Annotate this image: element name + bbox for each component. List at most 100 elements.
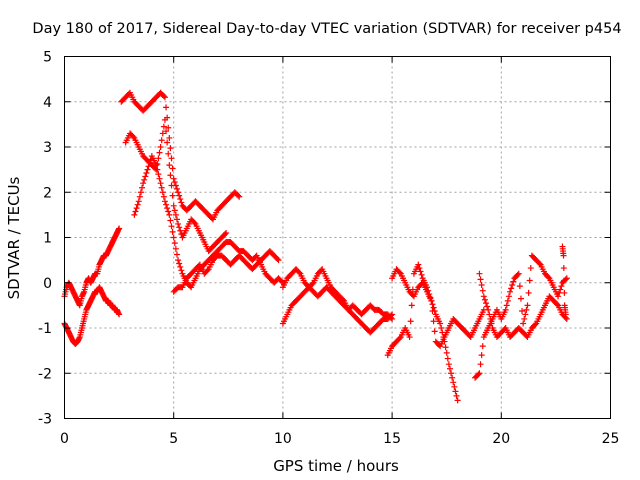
data-point — [177, 196, 184, 203]
data-point — [235, 192, 242, 199]
data-point — [154, 166, 161, 173]
data-point — [523, 306, 530, 313]
series-trace-6 — [170, 248, 282, 295]
data-point — [451, 383, 458, 390]
data-point — [160, 193, 167, 200]
data-point — [172, 211, 179, 218]
series-trace-10 — [389, 266, 487, 350]
x-tick-label: 0 — [60, 431, 69, 447]
data-point — [418, 271, 425, 278]
data-point — [478, 352, 485, 359]
data-point — [155, 155, 162, 162]
data-point — [453, 392, 460, 399]
data-point — [520, 320, 527, 327]
data-point — [389, 311, 396, 318]
data-point — [177, 227, 184, 234]
data-point — [161, 116, 168, 123]
data-point — [442, 344, 449, 351]
data-point — [166, 134, 173, 141]
data-point — [166, 162, 173, 169]
data-point — [204, 267, 211, 274]
y-tick-label: -3 — [38, 412, 52, 428]
data-point — [429, 301, 436, 308]
data-point — [484, 303, 491, 310]
data-point — [388, 312, 395, 319]
y-tick-labels: -3 -2 -1 0 1 2 3 4 5 — [38, 50, 52, 428]
data-point — [236, 193, 243, 200]
data-point — [562, 311, 569, 318]
data-point — [157, 180, 164, 187]
series-trace-2 — [61, 284, 123, 347]
data-point — [560, 265, 567, 272]
data-point — [169, 165, 176, 172]
data-point — [144, 166, 151, 173]
data-point — [140, 180, 147, 187]
data-point — [116, 311, 123, 318]
data-point — [476, 270, 483, 277]
data-point — [415, 261, 422, 268]
data-point — [169, 228, 176, 235]
data-point — [480, 293, 487, 300]
data-point — [157, 144, 164, 150]
data-point — [170, 175, 177, 182]
data-point — [296, 269, 303, 276]
data-point — [176, 192, 183, 199]
data-point — [132, 208, 139, 215]
data-point — [155, 171, 162, 178]
data-point — [177, 263, 184, 270]
data-point — [146, 159, 153, 166]
data-point — [477, 361, 484, 368]
x-tick-labels: 0 5 10 15 20 25 — [60, 431, 619, 447]
data-point — [139, 184, 146, 191]
data-point — [160, 123, 167, 130]
data-point — [172, 245, 179, 252]
data-point — [309, 280, 316, 287]
data-point — [168, 223, 175, 230]
data-point — [485, 306, 492, 313]
data-point — [515, 270, 522, 277]
data-point — [175, 220, 182, 227]
data-point — [443, 349, 450, 356]
y-tick-label: 4 — [43, 95, 52, 111]
data-point — [478, 282, 485, 289]
series-trace-13 — [559, 243, 569, 318]
data-point — [514, 271, 521, 278]
data-point — [555, 293, 562, 300]
data-point — [487, 315, 494, 322]
data-point — [438, 325, 445, 331]
data-point — [486, 311, 493, 318]
data-point — [561, 289, 568, 296]
data-point — [158, 184, 165, 191]
data-point — [488, 320, 495, 327]
data-point — [173, 216, 180, 223]
data-point — [133, 205, 140, 212]
data-point — [167, 172, 174, 179]
data-point — [178, 267, 185, 274]
data-point — [168, 155, 175, 162]
data-point — [165, 124, 172, 131]
data-point — [178, 199, 185, 206]
data-point — [417, 268, 424, 275]
data-point — [526, 277, 533, 284]
data-point — [163, 128, 170, 135]
data-point — [560, 252, 567, 259]
data-point — [156, 175, 163, 182]
data-point — [504, 297, 511, 304]
data-point — [136, 193, 143, 200]
data-point — [167, 145, 174, 152]
data-point — [222, 231, 229, 238]
data-point — [134, 201, 141, 208]
data-point — [446, 365, 453, 372]
data-point — [452, 388, 459, 395]
series-trace-12 — [476, 270, 570, 341]
data-point — [164, 139, 171, 146]
series-trace-8 — [279, 266, 396, 336]
data-point — [396, 335, 403, 342]
data-point — [274, 255, 281, 262]
y-tick-label: -1 — [38, 321, 52, 337]
data-point — [396, 269, 403, 276]
data-point — [430, 304, 437, 311]
data-point — [524, 302, 531, 309]
data-point — [519, 308, 526, 315]
